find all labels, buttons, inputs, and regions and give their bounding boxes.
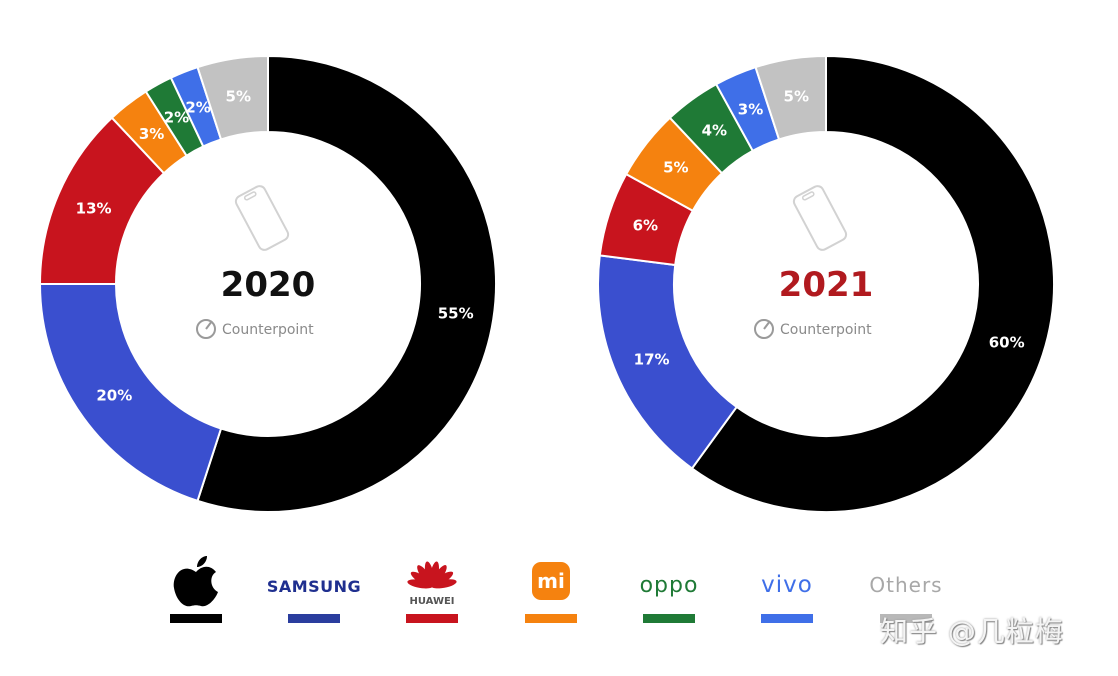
legend-item-samsung: SAMSUNG <box>267 577 361 623</box>
legend-bar <box>880 614 932 623</box>
counterpoint-logo-icon <box>754 319 774 339</box>
legend-bar <box>406 614 458 623</box>
counterpoint-logo-icon <box>196 319 216 339</box>
year-title: 2020 <box>221 265 316 305</box>
legend-bar <box>643 614 695 623</box>
slice-label-apple: 55% <box>438 305 474 323</box>
slice-label-others: 5% <box>784 87 809 105</box>
slice-apple <box>690 54 1055 513</box>
legend-label: HUAWEI <box>409 596 454 607</box>
zhihu-watermark: 知乎 @几粒梅 <box>880 615 1064 648</box>
slice-label-apple: 60% <box>989 334 1025 352</box>
legend-item-apple <box>170 556 222 623</box>
slice-label-vivo: 2% <box>185 98 210 116</box>
slice-label-oppo: 4% <box>702 121 727 139</box>
legend-bar <box>170 614 222 623</box>
apple-logo-icon <box>173 556 218 607</box>
slice-label-huawei: 13% <box>76 200 112 218</box>
legend-bar <box>525 614 577 623</box>
legend-label: Others <box>869 573 942 597</box>
slice-others <box>196 54 269 141</box>
donut-chart-2021: 60% 17% 6% 5% 4% 3% 5% 2021 Counterpoint <box>597 54 1055 513</box>
slice-label-samsung: 17% <box>634 350 670 368</box>
legend-label: vivo <box>761 572 813 598</box>
phone-icon <box>792 185 848 251</box>
slice-apple <box>196 54 497 513</box>
year-title: 2021 <box>779 265 874 305</box>
legend-item-huawei: HUAWEI <box>406 561 458 623</box>
legend-item-vivo: vivo <box>761 572 813 623</box>
slice-label-huawei: 6% <box>633 216 658 234</box>
counterpoint-logo-text: Counterpoint <box>222 322 314 338</box>
legend-item-others: Others <box>869 573 942 623</box>
slice-label-samsung: 20% <box>96 387 132 405</box>
legend-label: mi <box>537 569 565 593</box>
legend-bar <box>288 614 340 623</box>
slice-label-oppo: 2% <box>164 109 189 127</box>
legend-item-oppo: oppo <box>640 573 699 623</box>
xiaomi-logo-icon <box>532 562 570 600</box>
counterpoint-logo-text: Counterpoint <box>780 322 872 338</box>
slice-others <box>754 54 827 141</box>
slice-label-vivo: 3% <box>738 101 763 119</box>
legend-label: SAMSUNG <box>267 577 361 596</box>
legend-bar <box>761 614 813 623</box>
legend-item-xiaomi: mi <box>525 562 577 623</box>
slice-label-xiaomi: 3% <box>139 125 164 143</box>
slice-label-xiaomi: 5% <box>663 159 688 177</box>
legend-label: oppo <box>640 573 699 598</box>
huawei-logo-icon <box>407 561 457 589</box>
slice-label-others: 5% <box>226 87 251 105</box>
phone-icon <box>234 185 290 251</box>
